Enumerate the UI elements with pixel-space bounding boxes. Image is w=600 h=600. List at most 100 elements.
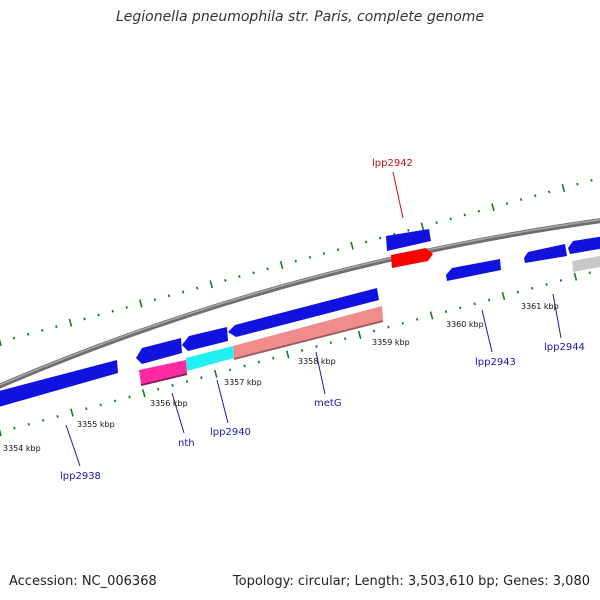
- outer-row-minor-tick: [435, 221, 438, 225]
- gene-label-nth[interactable]: nth: [178, 438, 195, 449]
- outer-row-major-tick: [350, 241, 354, 250]
- genome-backbone: [0, 218, 600, 389]
- gene-lpp2940-feature[interactable]: [186, 346, 234, 371]
- outer-row-minor-tick: [196, 286, 199, 290]
- label-leaders: [65, 171, 562, 467]
- outer-row-minor-tick: [477, 209, 481, 213]
- outer-row-minor-tick: [125, 305, 128, 309]
- gene-lpp2943-arrow[interactable]: [446, 259, 501, 281]
- outer-row-minor-tick: [111, 309, 114, 313]
- scale-label-3361: 3361 kbp: [521, 302, 559, 311]
- leader-lpp2943: [481, 309, 493, 353]
- gene-metG-shadow: [233, 320, 384, 360]
- gene-label-lpp2942[interactable]: lpp2942: [372, 158, 413, 169]
- scale-label-3358: 3358 kbp: [298, 357, 336, 366]
- gene-nth-shadow: [140, 373, 188, 386]
- outer-row-minor-tick: [181, 290, 185, 294]
- inner-row-major-tick: [285, 350, 290, 359]
- outer-row-minor-tick: [252, 271, 255, 275]
- gene-label-lpp2944[interactable]: lpp2944: [544, 342, 585, 353]
- inner-tick-row: [0, 271, 591, 437]
- outer-row-minor-tick: [336, 248, 340, 252]
- genome-stats-label: Topology: circular; Length: 3,503,610 bp…: [232, 574, 590, 589]
- inner-row-minor-tick: [228, 368, 232, 372]
- gene-right-edge-arrow[interactable]: [568, 236, 600, 254]
- inner-row-minor-tick: [56, 415, 59, 418]
- scale-label-3355: 3355 kbp: [77, 420, 115, 429]
- outer-row-minor-tick: [534, 194, 537, 198]
- outer-row-minor-tick: [27, 332, 30, 336]
- gene-nth-arrow[interactable]: [136, 338, 182, 364]
- outer-row-major-tick: [0, 339, 2, 347]
- gene-lpp2942-upstream-arrow[interactable]: [386, 229, 431, 251]
- inner-row-major-tick: [501, 291, 506, 301]
- outer-row-minor-tick: [266, 267, 269, 271]
- inner-row-minor-tick: [300, 349, 304, 352]
- inner-row-minor-tick: [200, 376, 203, 380]
- gene-label-metG[interactable]: metG: [314, 398, 342, 409]
- inner-row-minor-tick: [387, 325, 390, 329]
- inner-row-major-tick: [0, 428, 2, 437]
- gene-lpp2940-arrow[interactable]: [182, 327, 228, 351]
- inner-row-minor-tick: [257, 360, 261, 364]
- inner-row-minor-tick: [185, 380, 189, 383]
- inner-row-minor-tick: [27, 422, 30, 426]
- outer-row-minor-tick: [322, 252, 326, 255]
- inner-row-minor-tick: [559, 279, 563, 282]
- outer-row-minor-tick: [505, 202, 509, 205]
- gene-lpp2942-arrow[interactable]: [391, 248, 433, 268]
- outer-row-minor-tick: [379, 236, 382, 240]
- gene-label-lpp2938[interactable]: lpp2938: [60, 471, 101, 482]
- outer-row-minor-tick: [294, 259, 297, 263]
- gene-grey-feature[interactable]: [572, 255, 600, 272]
- inner-row-minor-tick: [545, 283, 548, 286]
- inner-row-minor-tick: [444, 310, 448, 314]
- gene-label-lpp2940[interactable]: lpp2940: [210, 427, 251, 438]
- gene-lpp2938-arrow[interactable]: [0, 360, 118, 408]
- outer-row-minor-tick: [590, 178, 593, 182]
- inner-row-minor-tick: [487, 298, 491, 302]
- outer-row-major-tick: [68, 318, 73, 327]
- outer-row-minor-tick: [224, 279, 227, 282]
- inner-row-minor-tick: [473, 302, 476, 306]
- gene-metG-arrow[interactable]: [228, 288, 379, 337]
- inner-row-minor-tick: [128, 395, 131, 399]
- inner-row-minor-tick: [415, 317, 419, 321]
- inner-row-major-tick: [70, 408, 74, 417]
- inner-row-minor-tick: [329, 341, 333, 345]
- outer-row-minor-tick: [41, 329, 44, 332]
- gene-label-lpp2943[interactable]: lpp2943: [475, 357, 516, 368]
- inner-row-minor-tick: [516, 290, 520, 294]
- outer-row-minor-tick: [308, 255, 312, 259]
- outer-row-major-tick: [420, 222, 425, 231]
- gene-lpp2944-arrow[interactable]: [524, 244, 567, 263]
- outer-row-minor-tick: [449, 217, 452, 221]
- outer-row-major-tick: [139, 299, 143, 308]
- scale-label-3354: 3354 kbp: [3, 444, 41, 453]
- outer-row-minor-tick: [83, 317, 86, 321]
- scale-label-3356: 3356 kbp: [150, 399, 188, 408]
- inner-row-minor-tick: [588, 271, 591, 275]
- reverse-strand-genes: [139, 248, 600, 386]
- inner-row-major-tick: [357, 330, 362, 340]
- inner-row-minor-tick: [344, 337, 347, 341]
- inner-row-minor-tick: [171, 383, 174, 387]
- gene-nth-feature[interactable]: [139, 360, 187, 384]
- inner-row-minor-tick: [459, 306, 462, 310]
- gene-metG-feature[interactable]: [233, 306, 383, 358]
- outer-row-major-tick: [491, 203, 495, 212]
- outer-row-minor-tick: [55, 325, 58, 329]
- map-title: Legionella pneumophila str. Paris, compl…: [115, 9, 485, 25]
- inner-row-minor-tick: [41, 418, 45, 422]
- inner-row-minor-tick: [157, 387, 160, 391]
- inner-row-minor-tick: [372, 329, 376, 333]
- outer-row-minor-tick: [548, 190, 551, 194]
- leader-lpp2938: [65, 424, 81, 467]
- gene-labels: lpp2938 nth lpp2940 metG lpp2942 lpp2943…: [60, 158, 585, 482]
- outer-row-minor-tick: [365, 240, 368, 244]
- outer-row-minor-tick: [153, 298, 157, 302]
- forward-strand-genes: [0, 229, 600, 408]
- inner-row-minor-tick: [272, 356, 275, 360]
- outer-row-minor-tick: [463, 213, 466, 217]
